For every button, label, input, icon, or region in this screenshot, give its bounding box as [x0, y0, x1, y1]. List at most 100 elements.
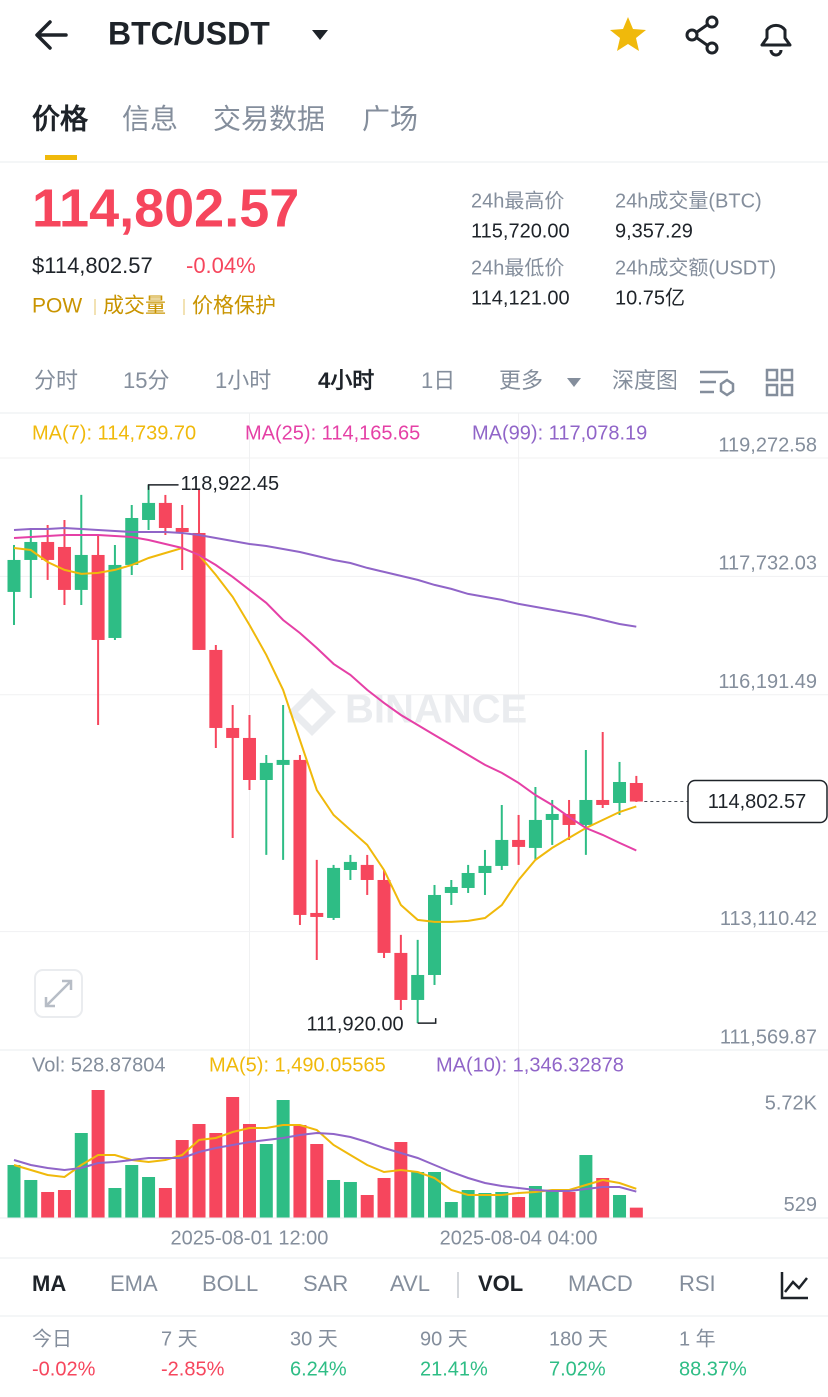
volume-bar: [226, 1096, 240, 1218]
candle-body: [125, 517, 139, 565]
candle-body: [310, 912, 324, 917]
watermark-logo: [288, 688, 336, 736]
last-price: 114,802.57: [32, 178, 299, 238]
interval[interactable]: 15分: [123, 368, 169, 393]
candle-body: [7, 559, 21, 592]
interval[interactable]: 1日: [421, 368, 455, 393]
back-button[interactable]: [35, 20, 68, 50]
volume-bar: [444, 1202, 458, 1218]
low-label: 111,920.00: [307, 1013, 404, 1035]
candle-body: [293, 759, 307, 915]
pair-dropdown[interactable]: [312, 30, 328, 40]
perf-value: 6.24%: [290, 1358, 347, 1380]
candle-body: [226, 727, 240, 738]
stat-label: 24h成交额(USDT): [615, 256, 776, 279]
tab-underline: [45, 155, 77, 160]
price-box: [687, 779, 828, 824]
volume-bar: [562, 1191, 576, 1218]
volume-bar: [360, 1194, 374, 1218]
candle-body: [562, 813, 576, 825]
candle-body: [91, 554, 105, 640]
volume-bar: [192, 1123, 206, 1218]
stat-value: 10.75亿: [615, 286, 685, 309]
tab[interactable]: 价格: [32, 103, 89, 134]
volume-bar: [242, 1123, 256, 1218]
ma-line: [13, 526, 637, 628]
volume-label: Vol: 528.87804: [32, 1054, 165, 1076]
candle-body: [57, 546, 71, 590]
candle-body: [343, 861, 357, 870]
share-button[interactable]: [685, 15, 719, 55]
indicator-tab[interactable]: MACD: [568, 1271, 633, 1296]
volume-bar: [125, 1164, 139, 1218]
expand-button[interactable]: [34, 969, 83, 1018]
stat-value: 9,357.29: [615, 220, 693, 242]
interval[interactable]: 4小时: [318, 368, 374, 393]
volume-bar: [41, 1191, 55, 1218]
indicator-tab[interactable]: AVL: [390, 1271, 430, 1296]
indicator-tab[interactable]: RSI: [679, 1271, 716, 1296]
indicator-tab[interactable]: SAR: [303, 1271, 348, 1296]
candle-body: [175, 527, 189, 532]
candle-body: [242, 737, 256, 780]
high-label: 118,922.45: [181, 473, 280, 495]
volume-bar: [394, 1142, 408, 1218]
perf-label: 30 天: [290, 1328, 338, 1350]
ma-line: [13, 1131, 637, 1193]
tab[interactable]: 信息: [122, 103, 178, 134]
perf-label: 1 年: [679, 1327, 716, 1350]
interval[interactable]: 1小时: [215, 368, 271, 393]
indicator-tab[interactable]: BOLL: [202, 1271, 258, 1296]
y-tick-label: 117,732.03: [718, 553, 817, 575]
layout-button[interactable]: [765, 368, 794, 397]
volume-bar: [596, 1177, 610, 1218]
candle-body: [613, 781, 627, 803]
tab[interactable]: 交易数据: [213, 103, 325, 134]
volume-bar: [461, 1190, 475, 1218]
tag: 价格保护: [192, 295, 276, 318]
y-tick-label: 119,272.58: [718, 434, 817, 456]
interval[interactable]: 更多: [499, 368, 543, 393]
chart-settings[interactable]: [700, 370, 735, 397]
favorite-star[interactable]: [610, 17, 646, 51]
tag: POW: [32, 295, 82, 318]
candle-body: [411, 974, 425, 1000]
legend-entry: MA(99): 117,078.19: [472, 422, 647, 444]
candle-body: [259, 762, 273, 780]
volume-bar: [142, 1176, 156, 1218]
volume-bar: [343, 1181, 357, 1218]
indicator-tab[interactable]: EMA: [110, 1271, 158, 1296]
candle-body: [108, 564, 122, 638]
candle-body: [74, 554, 88, 590]
perf-label: 180 天: [549, 1328, 608, 1350]
price-change: -0.04%: [186, 253, 256, 278]
y-tick-label: 529: [784, 1194, 817, 1216]
y-tick-label: 113,110.42: [720, 908, 817, 930]
x-tick-label: 2025-08-04 04:00: [440, 1227, 598, 1249]
indicator-tab[interactable]: VOL: [478, 1271, 523, 1296]
pair-title[interactable]: BTC/USDT: [108, 15, 270, 51]
tab[interactable]: 广场: [362, 103, 418, 134]
tag: 成交量: [103, 295, 166, 318]
indicator-settings[interactable]: [780, 1272, 808, 1300]
ma-line: [13, 534, 637, 852]
indicator-tab[interactable]: MA: [32, 1271, 66, 1296]
candle-body: [545, 813, 559, 820]
volume-bar: [57, 1190, 71, 1218]
candle-body: [478, 865, 492, 873]
interval[interactable]: 分时: [34, 368, 78, 393]
candle-body: [394, 952, 408, 1000]
notification-bell[interactable]: [760, 23, 792, 57]
volume-bar: [108, 1188, 122, 1218]
volume-bar: [512, 1197, 526, 1218]
stat-label: 24h成交量(BTC): [615, 189, 762, 212]
perf-value: 7.02%: [549, 1358, 606, 1380]
perf-value: -0.02%: [32, 1358, 96, 1380]
candle-body: [428, 894, 441, 975]
interval[interactable]: 深度图: [612, 368, 678, 393]
volume-bar: [24, 1179, 38, 1218]
candle-body: [142, 502, 156, 520]
candle-body: [377, 879, 391, 953]
volume-bar: [579, 1155, 593, 1218]
